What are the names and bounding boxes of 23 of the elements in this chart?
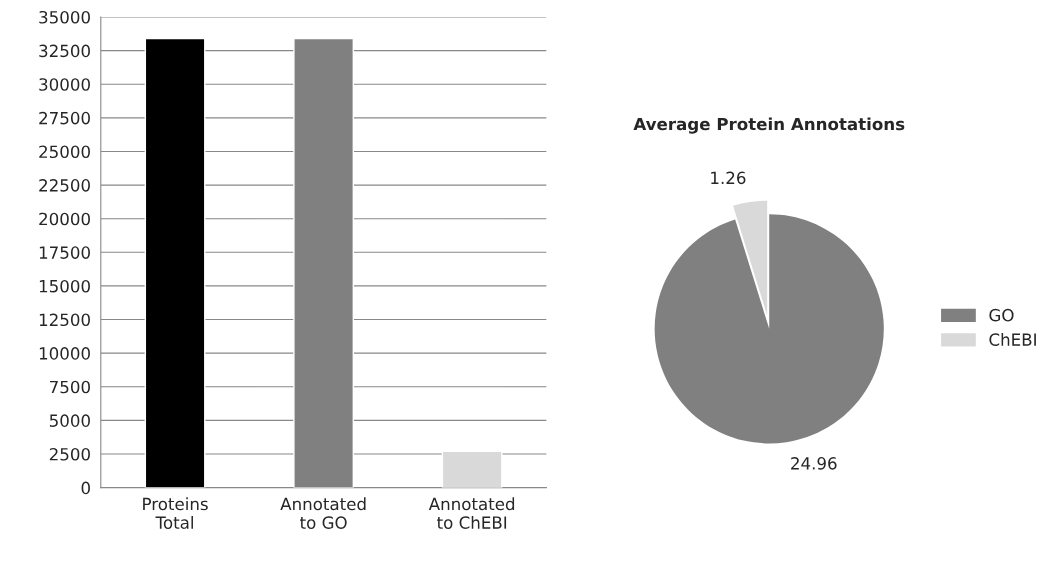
y-tick-label: 35000 (39, 10, 90, 24)
y-tick-label: 25000 (39, 145, 90, 159)
y-tick-label: 15000 (39, 279, 90, 293)
data-label: 1.26 (711, 171, 746, 185)
y-tick-label: 20000 (39, 212, 90, 226)
y-tick-label: 27500 (39, 111, 90, 125)
data-label: 24.96 (791, 457, 837, 470)
y-tick-label: 7500 (50, 380, 90, 394)
x-tick-label: Proteins Total (143, 497, 208, 529)
x-tick-label: Annotated to GO (280, 497, 366, 529)
y-tick-label: 5000 (49, 414, 90, 427)
y-tick-label: 12500 (39, 313, 90, 327)
y-tick-label: 2500 (49, 447, 90, 461)
y-tick-label: 30000 (39, 78, 90, 91)
chart-title: Average Protein Annotations (633, 117, 905, 134)
y-tick-label: 32500 (39, 44, 90, 58)
y-tick-label: 22500 (39, 179, 90, 192)
legend-label: GO (989, 308, 1014, 322)
y-tick-label: 0 (81, 481, 90, 495)
y-tick-label: 10000 (39, 347, 90, 360)
x-tick-label: Annotated to ChEBI (428, 497, 515, 529)
legend-label: ChEBI (989, 333, 1036, 346)
y-tick-label: 17500 (39, 246, 90, 259)
